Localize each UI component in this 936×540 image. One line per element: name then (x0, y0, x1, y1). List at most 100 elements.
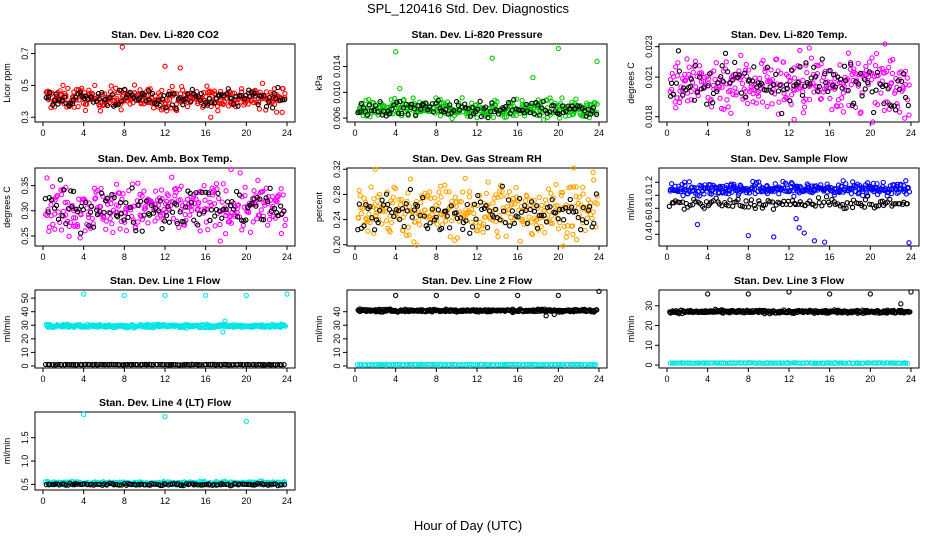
data-point (220, 206, 227, 212)
data-point (513, 185, 519, 191)
y-tick-label: 10 (332, 347, 342, 357)
data-point (692, 62, 698, 69)
data-point (900, 70, 907, 77)
data-point (422, 207, 428, 213)
data-point (489, 100, 495, 106)
data-point (282, 90, 288, 97)
data-point (254, 480, 260, 487)
data-point (778, 360, 784, 366)
x-tick-label: 12 (472, 128, 482, 138)
data-point (232, 213, 238, 219)
data-point (242, 193, 248, 199)
data-point (906, 189, 913, 195)
data-point (676, 68, 682, 74)
data-point (552, 210, 559, 216)
data-point (409, 214, 415, 220)
data-point (667, 360, 674, 366)
x-tick-label: 20 (553, 252, 563, 262)
data-point (113, 361, 119, 368)
y-tick-label: 50 (20, 293, 30, 303)
y-tick-label: 0.7 (20, 47, 30, 60)
y-tick-label: 0.35 (20, 177, 30, 195)
data-point (119, 482, 125, 488)
data-point (503, 114, 510, 120)
data-point (768, 67, 774, 73)
outlier-point (745, 232, 751, 239)
data-point (569, 223, 576, 229)
data-point (803, 62, 809, 68)
data-point (152, 188, 159, 194)
data-point (52, 226, 58, 232)
data-point (267, 94, 273, 101)
data-point (386, 111, 393, 117)
data-point (49, 183, 56, 190)
data-point (843, 181, 849, 187)
data-point (399, 205, 406, 212)
data-point (90, 99, 97, 105)
data-point (495, 194, 501, 200)
data-point (391, 213, 397, 220)
data-point (407, 176, 414, 182)
x-tick-label: 0 (664, 128, 669, 138)
panel-title: Stan. Dev. Amb. Box Temp. (98, 153, 233, 165)
data-point (443, 208, 449, 214)
data-point (130, 219, 137, 225)
x-tick-label: 4 (705, 252, 710, 262)
data-point (203, 99, 209, 106)
data-point (573, 208, 579, 215)
data-point (777, 82, 783, 88)
data-point (872, 62, 879, 69)
data-point (736, 72, 743, 78)
data-point (70, 215, 77, 221)
y-tick-label: 20 (332, 334, 342, 344)
data-point (573, 184, 579, 190)
data-point (526, 214, 532, 220)
data-point (55, 209, 61, 215)
data-point (207, 217, 213, 224)
data-point (407, 186, 414, 193)
data-point (672, 99, 678, 105)
data-point (366, 96, 372, 103)
data-point (363, 97, 369, 104)
data-point (467, 230, 473, 236)
data-point (419, 194, 426, 201)
y-tick-label: 0.25 (20, 227, 30, 245)
data-point (874, 69, 881, 76)
data-point (166, 219, 173, 225)
data-point (139, 193, 145, 199)
outlier-point (220, 329, 226, 335)
data-point (591, 177, 597, 183)
data-point (709, 100, 716, 106)
data-point (866, 360, 872, 366)
data-point (903, 178, 909, 184)
data-point (668, 86, 675, 93)
data-point (512, 201, 518, 207)
data-point (856, 189, 862, 195)
data-point (732, 85, 738, 91)
outlier-point (745, 291, 751, 297)
data-point (215, 361, 221, 368)
x-tick-label: 4 (705, 128, 710, 138)
outlier-point (81, 411, 87, 417)
data-point (783, 182, 790, 188)
data-point (534, 203, 540, 209)
data-point (736, 190, 742, 196)
data-point (377, 207, 383, 213)
data-point (499, 183, 505, 189)
data-point (275, 361, 281, 368)
data-point (881, 360, 887, 366)
data-point (672, 360, 679, 366)
data-point (883, 82, 889, 88)
data-point (521, 221, 527, 227)
x-tick-label: 12 (160, 252, 170, 262)
data-point (696, 360, 702, 366)
data-point (357, 109, 363, 115)
data-point (193, 93, 199, 99)
data-point (185, 91, 191, 97)
data-point (691, 184, 697, 191)
data-point (111, 192, 117, 198)
data-point (727, 197, 733, 203)
data-point (199, 189, 205, 196)
data-point (475, 362, 481, 368)
y-tick-label: 0.6 (644, 215, 654, 228)
